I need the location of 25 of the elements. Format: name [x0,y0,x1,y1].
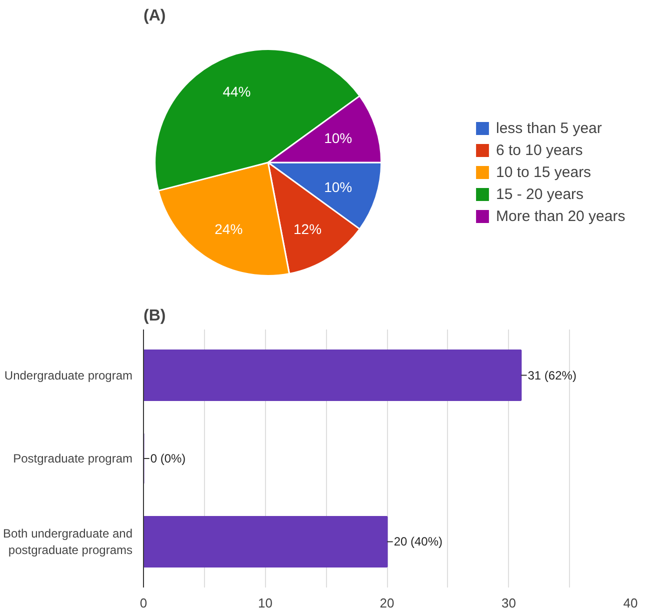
data-label: 31 (62%) [528,368,576,382]
legend-label: 15 - 20 years [496,186,584,202]
x-tick-label: 30 [502,596,516,610]
y-tick-label: Both undergraduate and postgraduate programs [3,526,133,558]
y-tick-label: Postgraduate program [13,452,133,466]
x-tick-label: 20 [380,596,394,610]
x-tick-label: 40 [623,596,638,610]
data-label: 44% [222,83,251,100]
legend-label: 6 to 10 years [496,142,583,158]
data-label: 10% [324,178,352,195]
y-tick-label: Undergraduate program [4,368,133,382]
legend-label: More than 20 years [496,208,626,224]
chart-title: (A) [144,8,166,24]
data-label: 12% [294,220,322,237]
legend-label: 10 to 15 years [496,164,592,180]
chart-title: (B) [144,308,166,324]
x-tick-label: 10 [258,596,272,610]
data-label: 24% [214,220,243,237]
bar [144,350,522,401]
data-label: 10% [324,130,352,146]
data-label: 0 (0%) [150,452,186,466]
x-tick-label: 0 [140,596,148,610]
legend-label: less than 5 year [496,120,602,136]
data-label: 20 (40%) [394,534,443,549]
bar [144,516,388,568]
